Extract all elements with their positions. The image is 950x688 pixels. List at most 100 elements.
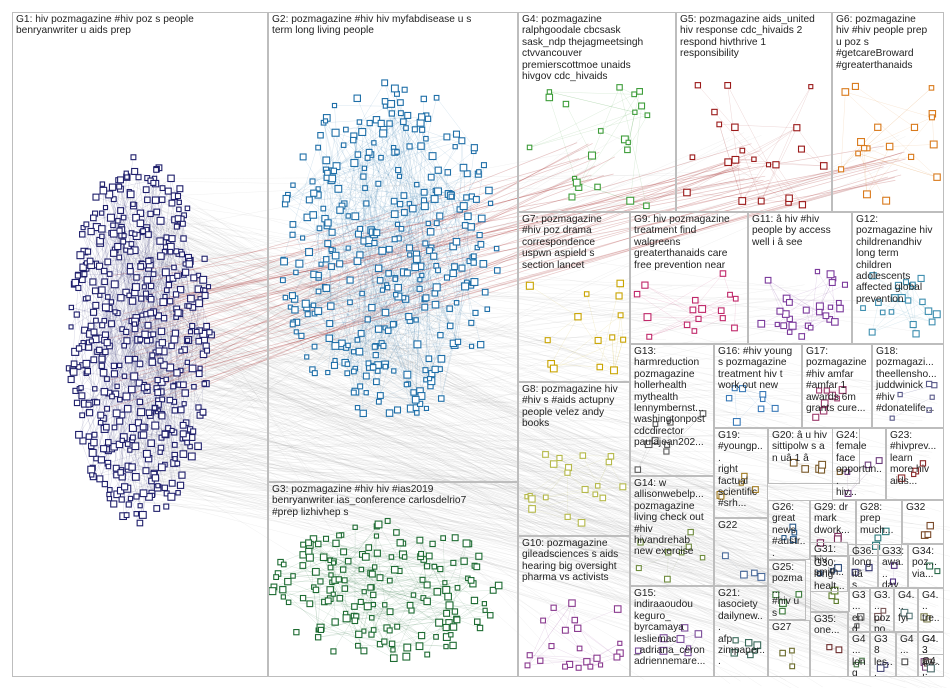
edge	[283, 203, 410, 262]
edge	[370, 565, 475, 588]
node	[759, 396, 766, 403]
node-layer	[65, 79, 941, 673]
node	[315, 288, 322, 295]
edge	[857, 87, 932, 154]
edge	[384, 605, 450, 642]
node	[149, 352, 156, 359]
node	[108, 320, 115, 328]
edge	[637, 293, 723, 319]
edge	[121, 229, 161, 242]
edge	[686, 127, 797, 193]
node	[550, 604, 557, 611]
node	[178, 348, 184, 354]
edge	[122, 158, 906, 359]
edge	[149, 225, 824, 437]
node	[454, 584, 461, 591]
node	[336, 532, 342, 539]
edge	[112, 344, 917, 672]
node	[851, 568, 859, 576]
node	[435, 267, 441, 274]
edge	[130, 310, 689, 419]
node	[147, 295, 155, 303]
node	[397, 110, 404, 117]
edge	[398, 296, 472, 347]
edge	[159, 338, 833, 601]
node	[394, 283, 402, 292]
node	[154, 389, 162, 396]
edge	[128, 259, 714, 565]
node	[719, 315, 726, 322]
edge	[133, 342, 873, 615]
node	[785, 194, 793, 203]
edge	[359, 228, 402, 256]
node	[443, 643, 449, 650]
group-panel-g3: G3: pozmagazine #hiv hiv #ias2019 benrya…	[268, 482, 518, 677]
node	[678, 549, 685, 556]
node	[620, 336, 627, 343]
edge	[872, 310, 929, 333]
node	[451, 263, 458, 271]
edge	[330, 565, 475, 568]
edge	[117, 484, 896, 666]
node	[410, 592, 417, 598]
edge	[146, 136, 750, 444]
edge	[150, 285, 193, 327]
node	[88, 448, 97, 457]
edge	[407, 223, 429, 385]
node	[388, 554, 395, 560]
node	[361, 553, 370, 561]
edge	[872, 301, 923, 333]
edge	[330, 129, 423, 250]
node	[685, 543, 692, 550]
node	[310, 189, 318, 197]
node	[104, 376, 110, 382]
edge	[318, 187, 366, 292]
edge	[288, 602, 394, 659]
edge	[761, 284, 846, 324]
node	[157, 357, 164, 364]
group-label-g35: G35: one...	[814, 614, 840, 637]
node	[151, 196, 160, 204]
group-label-g24: G24: female face opportun... hiv...	[836, 430, 882, 499]
node	[753, 641, 762, 650]
edge	[113, 467, 780, 673]
node	[163, 287, 170, 294]
node	[919, 298, 926, 306]
node	[155, 401, 162, 408]
node	[102, 348, 109, 356]
node	[78, 385, 84, 391]
edge	[292, 319, 417, 325]
edge	[115, 434, 927, 688]
node	[442, 580, 448, 586]
node	[385, 245, 393, 253]
node	[339, 566, 347, 573]
edge	[385, 105, 464, 207]
edge	[141, 432, 836, 449]
edge	[318, 543, 428, 567]
edge	[131, 250, 791, 334]
edge	[144, 229, 675, 328]
edge	[327, 243, 433, 374]
group-panel-g36: G36: long itâ s...	[848, 544, 878, 588]
node	[351, 617, 359, 625]
node	[926, 521, 934, 530]
node	[101, 278, 108, 286]
node	[919, 460, 927, 467]
node	[901, 658, 909, 666]
node	[724, 82, 732, 89]
node	[620, 135, 629, 144]
edge	[384, 101, 434, 257]
node	[389, 654, 398, 663]
node	[106, 271, 113, 277]
node	[322, 284, 331, 292]
edge	[786, 298, 839, 304]
node	[176, 206, 182, 213]
edge	[138, 364, 866, 574]
node	[422, 240, 429, 247]
edge	[117, 265, 844, 583]
edge	[284, 139, 354, 205]
edge	[134, 324, 137, 477]
edge	[857, 153, 938, 178]
node	[159, 396, 166, 403]
node	[322, 535, 330, 542]
